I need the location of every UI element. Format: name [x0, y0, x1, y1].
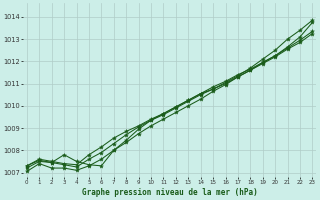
X-axis label: Graphe pression niveau de la mer (hPa): Graphe pression niveau de la mer (hPa) — [82, 188, 258, 197]
